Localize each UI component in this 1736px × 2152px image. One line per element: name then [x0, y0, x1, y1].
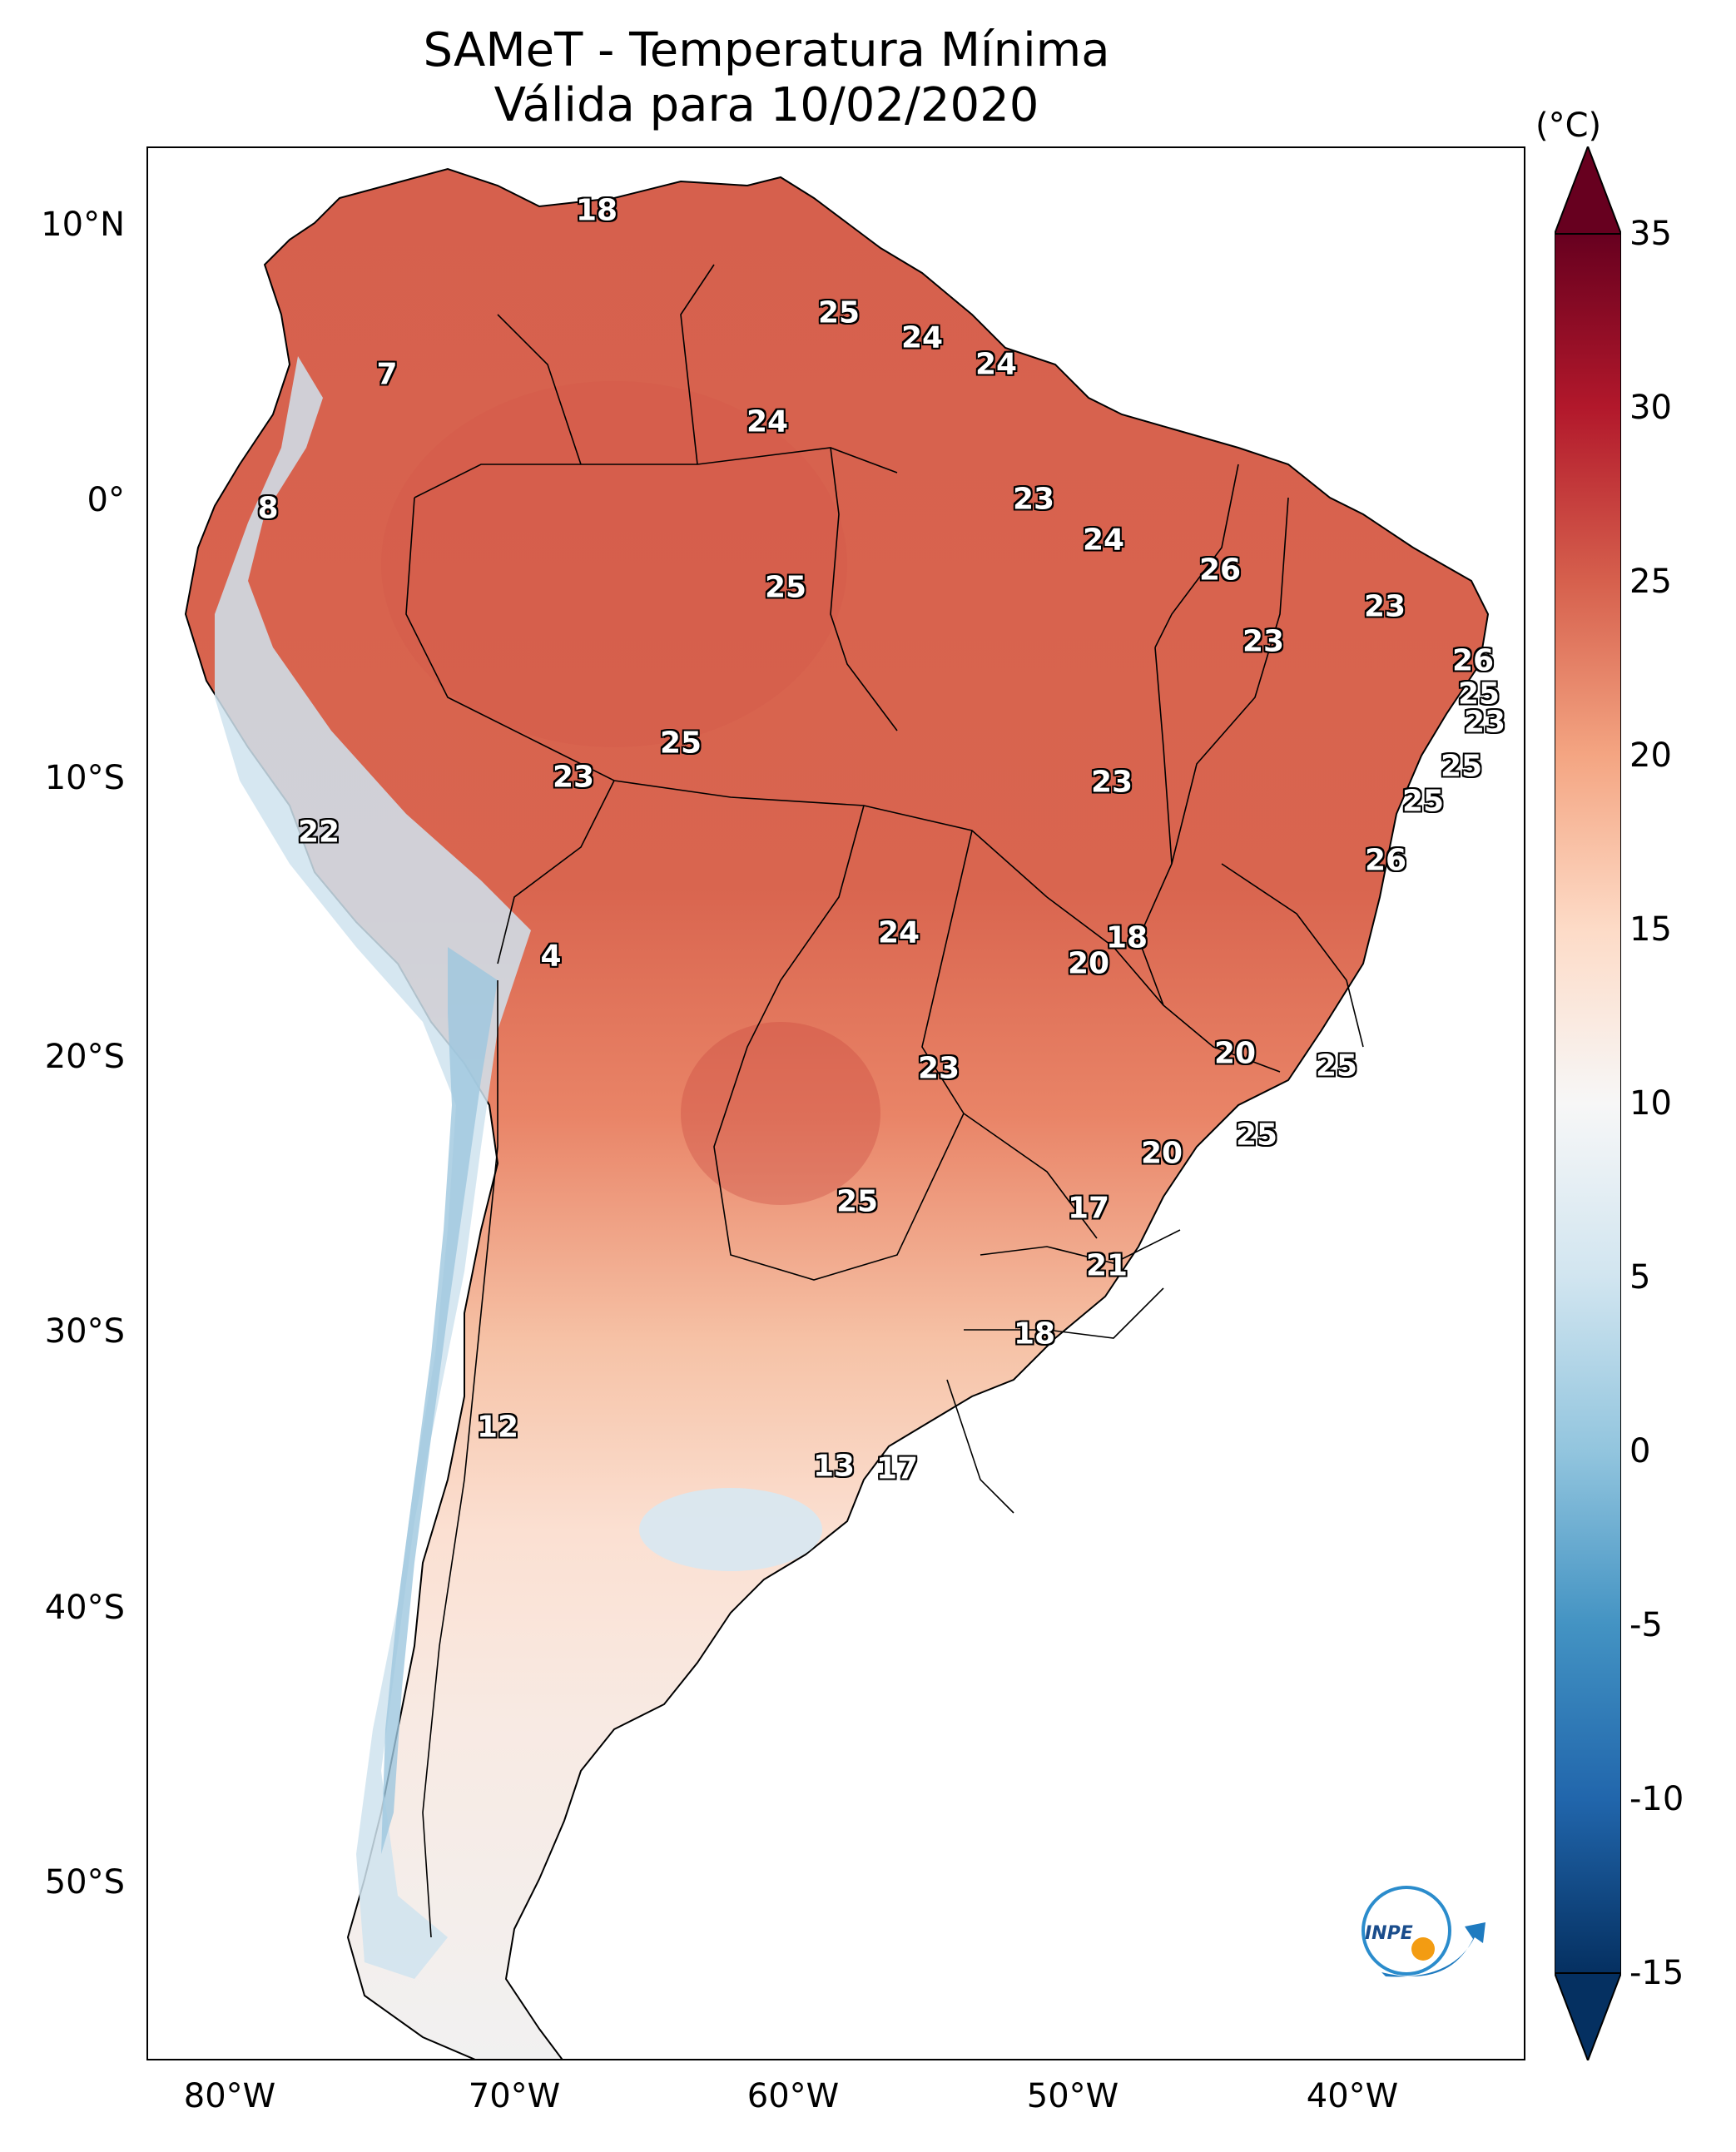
lat-label-10s: 10°S	[44, 759, 125, 797]
city-value-label: 22	[297, 815, 340, 850]
city-value-label: 18	[575, 193, 618, 228]
colorbar-tick-label: 25	[1629, 563, 1672, 601]
city-value-label: 24	[1082, 523, 1125, 558]
city-value-label: 24	[900, 320, 944, 355]
borders	[405, 264, 1364, 1938]
colorbar-tick-label: 0	[1629, 1432, 1651, 1470]
city-value-label: 13	[812, 1449, 856, 1484]
city-value-label: 26	[1451, 643, 1495, 678]
lat-label-0: 0°	[87, 481, 125, 519]
city-value-label: 17	[875, 1451, 919, 1486]
lon-label-70w: 70°W	[468, 2077, 561, 2115]
chaco-warm-patch	[681, 1022, 880, 1205]
amazon-warm-patch	[381, 381, 847, 747]
city-value-label: 25	[1315, 1049, 1358, 1083]
city-value-label: 23	[552, 760, 595, 795]
lat-label-10n: 10°N	[41, 206, 125, 244]
city-value-label: 17	[1067, 1191, 1110, 1226]
city-value-label: 18	[1105, 920, 1148, 955]
chart-title: SAMeT - Temperatura Mínima Válida para 1…	[146, 23, 1386, 133]
colorbar-bottom-arrow	[1555, 1972, 1621, 2060]
colorbar-top-arrow	[1555, 146, 1621, 235]
lat-label-20s: 20°S	[44, 1038, 125, 1076]
colorbar-tick-label: -5	[1629, 1606, 1663, 1644]
colorbar	[1555, 146, 1621, 2060]
map-frame	[146, 146, 1525, 2060]
city-value-label: 23	[917, 1051, 960, 1086]
city-value-label: 23	[1012, 482, 1055, 517]
colorbar-tick-label: 10	[1629, 1084, 1672, 1123]
lon-label-80w: 80°W	[183, 2077, 276, 2115]
city-value-label: 26	[1364, 843, 1407, 878]
colorbar-gradient	[1555, 233, 1621, 1974]
lat-label-40s: 40°S	[44, 1589, 125, 1627]
andes-deep-cold-band	[381, 947, 498, 1854]
title-line-2: Válida para 10/02/2020	[494, 78, 1039, 132]
colorbar-tick-label: 20	[1629, 736, 1672, 775]
colorbar-tick-label: 5	[1629, 1258, 1651, 1297]
city-value-label: 24	[877, 915, 920, 950]
city-value-label: 26	[1198, 553, 1242, 588]
city-value-label: 25	[659, 726, 702, 761]
city-value-label: 24	[975, 347, 1018, 382]
lon-label-40w: 40°W	[1306, 2077, 1399, 2115]
city-value-label: 7	[376, 357, 398, 392]
city-value-label: 25	[1401, 784, 1445, 819]
city-value-label: 24	[746, 404, 789, 439]
city-value-label: 25	[836, 1184, 879, 1219]
colorbar-unit-label: (°C)	[1535, 107, 1602, 145]
city-value-label: 25	[817, 295, 861, 330]
inpe-logo-icon: INPE	[1348, 1881, 1490, 1989]
city-value-label: 23	[1242, 624, 1285, 659]
pampas-cool-patch	[639, 1488, 822, 1571]
lat-label-50s: 50°S	[44, 1863, 125, 1902]
colorbar-tick-label: 35	[1629, 215, 1672, 253]
city-value-label: 25	[764, 570, 807, 605]
city-value-label: 21	[1085, 1248, 1128, 1283]
lat-label-30s: 30°S	[44, 1312, 125, 1351]
city-value-label: 20	[1140, 1136, 1183, 1171]
title-line-1: SAMeT - Temperatura Mínima	[423, 23, 1110, 77]
andes-cold-band	[215, 356, 531, 1979]
city-value-label: 23	[1363, 589, 1406, 624]
lon-label-60w: 60°W	[746, 2077, 840, 2115]
city-value-label: 4	[540, 939, 562, 974]
colorbar-tick-label: -10	[1629, 1780, 1684, 1818]
city-value-label: 23	[1463, 705, 1506, 740]
city-value-label: 25	[1440, 749, 1483, 784]
city-value-label: 18	[1013, 1316, 1056, 1351]
city-value-label: 8	[257, 491, 279, 526]
city-value-label: 20	[1213, 1036, 1257, 1071]
lon-label-50w: 50°W	[1026, 2077, 1119, 2115]
colorbar-tick-label: -15	[1629, 1954, 1684, 1992]
temperature-map	[184, 167, 1490, 2059]
city-value-label: 25	[1457, 677, 1500, 712]
city-value-label: 25	[1235, 1118, 1278, 1153]
city-value-label: 12	[476, 1410, 519, 1445]
city-value-label: 23	[1090, 765, 1133, 800]
inpe-logo-text: INPE	[1365, 1923, 1413, 1944]
colorbar-tick-label: 30	[1629, 389, 1672, 427]
colorbar-tick-label: 15	[1629, 910, 1672, 949]
city-value-label: 20	[1067, 946, 1110, 981]
